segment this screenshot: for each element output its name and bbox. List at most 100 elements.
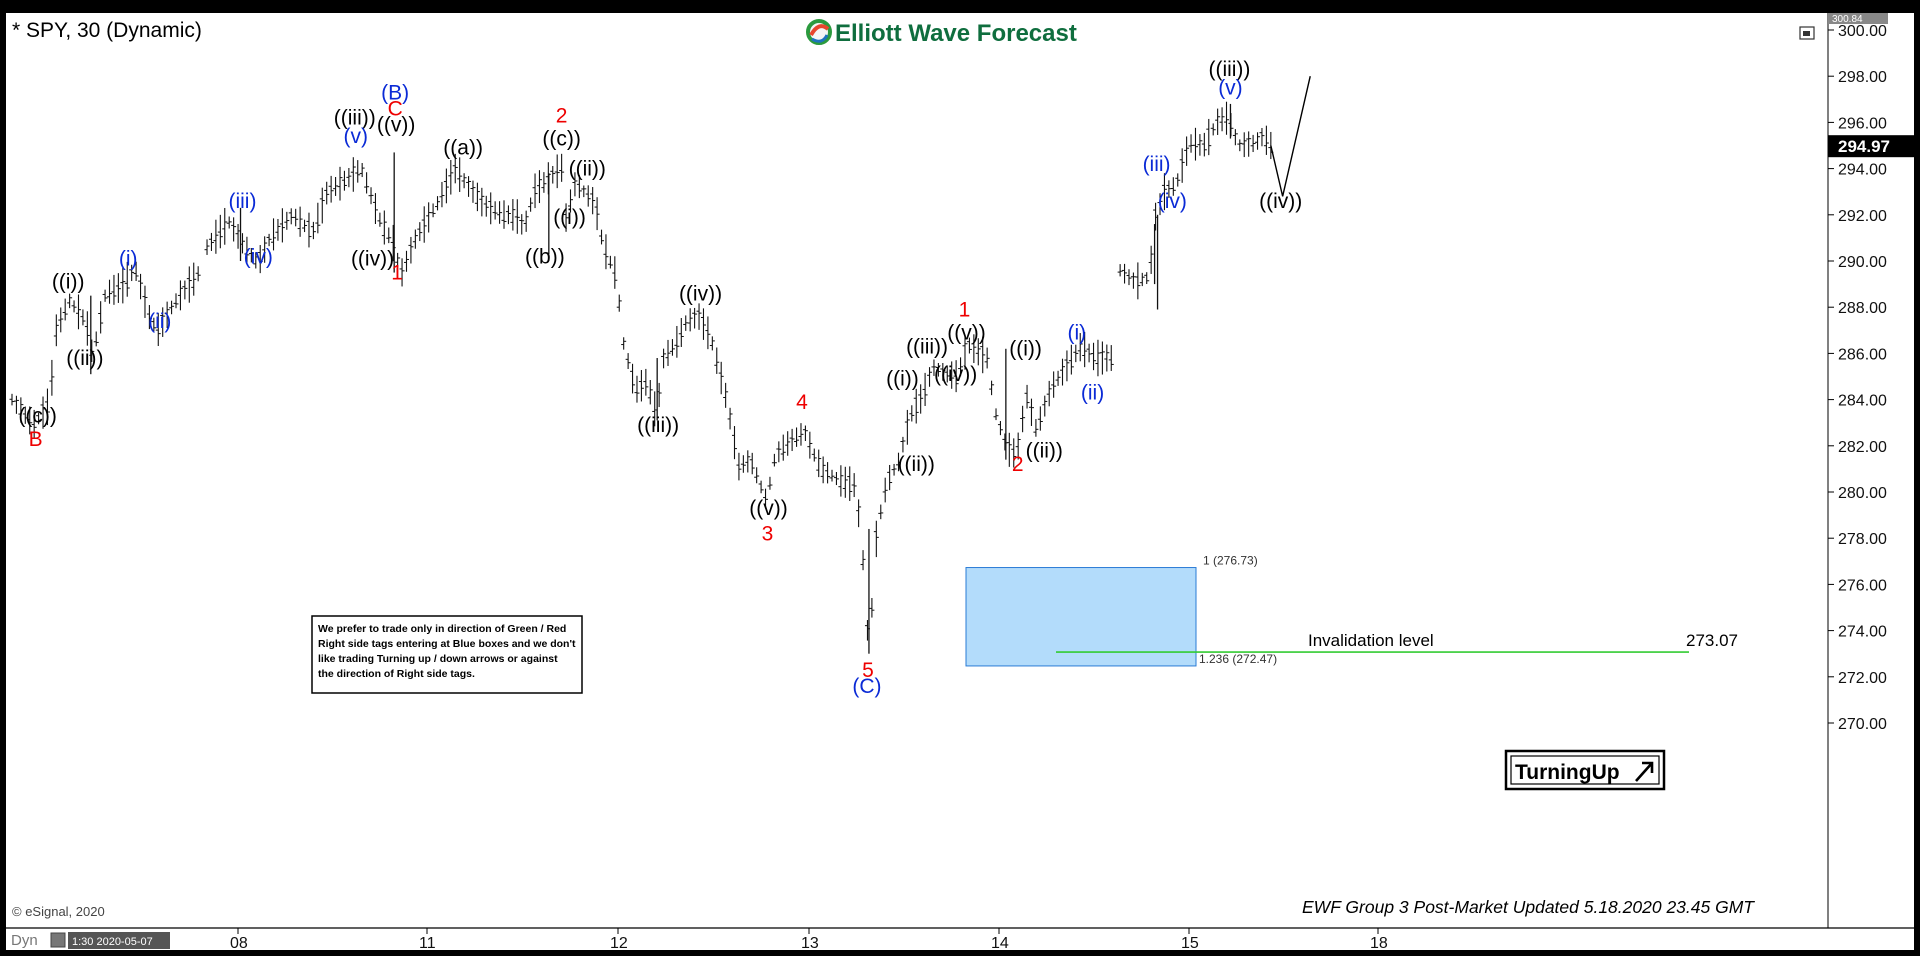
wave-label: ((c)): [542, 128, 580, 151]
wave-label: (v): [344, 125, 369, 148]
wave-label: ((i)): [52, 271, 85, 294]
price-tick-label: 278.00: [1838, 531, 1887, 548]
price-tick-label: 284.00: [1838, 393, 1887, 410]
wave-label: ((ii)): [66, 347, 103, 370]
wave-label: ((v)): [377, 114, 415, 137]
wave-label: 3: [762, 523, 774, 546]
brand-logo: Elliott Wave Forecast: [806, 19, 1077, 47]
invalidation-label: Invalidation level: [1308, 631, 1434, 650]
wave-label: B: [29, 428, 43, 451]
wave-label: ((ii)): [569, 158, 606, 181]
wave-label: ((c)): [18, 405, 56, 428]
blue-box-top-label: 1 (276.73): [1203, 554, 1258, 568]
price-tick-label: 270.00: [1838, 716, 1887, 733]
wave-label: (iii): [228, 190, 256, 213]
wave-label: ((i)): [553, 206, 586, 229]
wave-label: ((iii)): [906, 335, 948, 358]
wave-label: 5: [862, 659, 874, 682]
price-tick-label: 276.00: [1838, 577, 1887, 594]
wave-label: ((v)): [947, 322, 985, 345]
chart-panel: Elliott Wave Forecast * SPY, 30 (Dynamic…: [6, 13, 1914, 952]
cursor-date-text: 1:30 2020-05-07: [72, 936, 153, 948]
price-bars: [9, 101, 1274, 641]
ohlc-chart: Elliott Wave Forecast * SPY, 30 (Dynamic…: [6, 13, 1914, 952]
wave-label: (i): [119, 248, 138, 271]
price-tick-label: 298.00: [1838, 69, 1887, 86]
wave-label: ((ii)): [898, 453, 935, 476]
price-tick-label: 282.00: [1838, 439, 1887, 456]
arrow-up-right-icon: [1635, 761, 1654, 782]
top-price-tag: [1828, 13, 1888, 24]
price-tick-label: 274.00: [1838, 624, 1887, 641]
notice-line-4: the direction of Right side tags.: [318, 668, 475, 680]
price-tick-label: 294.00: [1838, 162, 1887, 179]
top-price-tag-text: 300.84: [1832, 14, 1863, 25]
time-tick-label: 14: [991, 935, 1009, 950]
wave-label: (i): [1067, 322, 1086, 345]
logo-swirl-icon-2: [811, 34, 829, 43]
wave-label: ((iv)): [351, 248, 394, 271]
badge-label: TurningUp: [1515, 761, 1620, 784]
wave-label: (B): [381, 81, 409, 104]
copyright-text: © eSignal, 2020: [12, 904, 105, 919]
badge-inner-border: [1510, 755, 1660, 785]
wave-label: 2: [1012, 453, 1024, 476]
last-price-tag: [1828, 135, 1914, 158]
price-tick-label: 288.00: [1838, 300, 1887, 317]
wave-label: ((ii)): [1026, 439, 1063, 462]
notice-box: [311, 615, 583, 694]
invalidation-value: 273.07: [1686, 631, 1738, 650]
wave-label: 1: [391, 261, 403, 284]
wave-label: ((a)): [443, 137, 483, 160]
chart-title: * SPY, 30 (Dynamic): [12, 19, 202, 42]
time-tick-label: 13: [801, 935, 819, 950]
wave-label: ((iii)): [1208, 58, 1250, 81]
restore-window-icon[interactable]: [1799, 26, 1815, 40]
wave-labels: ((c))B((i))((ii))(i)(ii)(iii)(iv)((iii))…: [18, 58, 1302, 698]
time-axis: 08 11 12 13 14 15 18: [230, 928, 1388, 952]
price-tick-label: 290.00: [1838, 254, 1887, 271]
price-tick-label: 286.00: [1838, 346, 1887, 363]
wave-label: (C): [852, 675, 881, 698]
wave-label: ((iv)): [1259, 190, 1302, 213]
brand-name: Elliott Wave Forecast: [835, 20, 1077, 47]
wave-label: ((iv)): [934, 363, 977, 386]
wave-label: ((b)): [525, 245, 565, 268]
wave-label: ((v)): [749, 497, 787, 520]
wave-label: (iii): [1143, 153, 1171, 176]
projection-path: [1270, 76, 1311, 197]
wave-label: ((i)): [1009, 338, 1042, 361]
wave-label: (ii): [1081, 382, 1104, 405]
update-text: EWF Group 3 Post-Market Updated 5.18.202…: [1302, 897, 1755, 917]
time-tick-label: 15: [1181, 935, 1199, 950]
restore-window-icon-inner[interactable]: [1803, 31, 1810, 36]
blue-box-bottom-label: 1.236 (272.47): [1199, 652, 1277, 666]
time-tick-label: 11: [419, 935, 436, 950]
turning-up-badge: TurningUp: [1504, 749, 1666, 791]
price-tick-label: 300.00: [1838, 23, 1887, 40]
wave-label: ((iii)): [637, 414, 679, 437]
price-tick-label: 280.00: [1838, 485, 1887, 502]
wave-label: 4: [796, 391, 808, 414]
time-tick-label: 12: [610, 935, 628, 950]
wave-label: 2: [556, 104, 568, 127]
cursor-date-icon: [50, 932, 66, 948]
wave-label: ((iii)): [334, 107, 376, 130]
wave-label: (iv): [1158, 190, 1187, 213]
wave-label: (v): [1218, 77, 1243, 100]
time-tick-label: 18: [1370, 935, 1388, 950]
price-axis: 270.00 272.00 274.00 276.00 278.00 280.00 282.…: [1828, 23, 1887, 733]
blue-box: [965, 567, 1197, 667]
last-price-tag-text: 294.97: [1838, 137, 1890, 156]
dyn-label: Dyn: [11, 932, 38, 949]
notice-line-3: like trading Turning up / down arrows or…: [318, 653, 558, 665]
price-tick-label: 296.00: [1838, 115, 1887, 132]
logo-swirl-icon: [809, 24, 830, 37]
price-tick-label: 272.00: [1838, 670, 1887, 687]
wave-label: C: [388, 97, 403, 120]
wave-label: 1: [959, 298, 971, 321]
wave-label: (ii): [148, 310, 171, 333]
price-tick-label: 292.00: [1838, 208, 1887, 225]
trading-notice: We prefer to trade only in direction of …: [311, 615, 583, 694]
